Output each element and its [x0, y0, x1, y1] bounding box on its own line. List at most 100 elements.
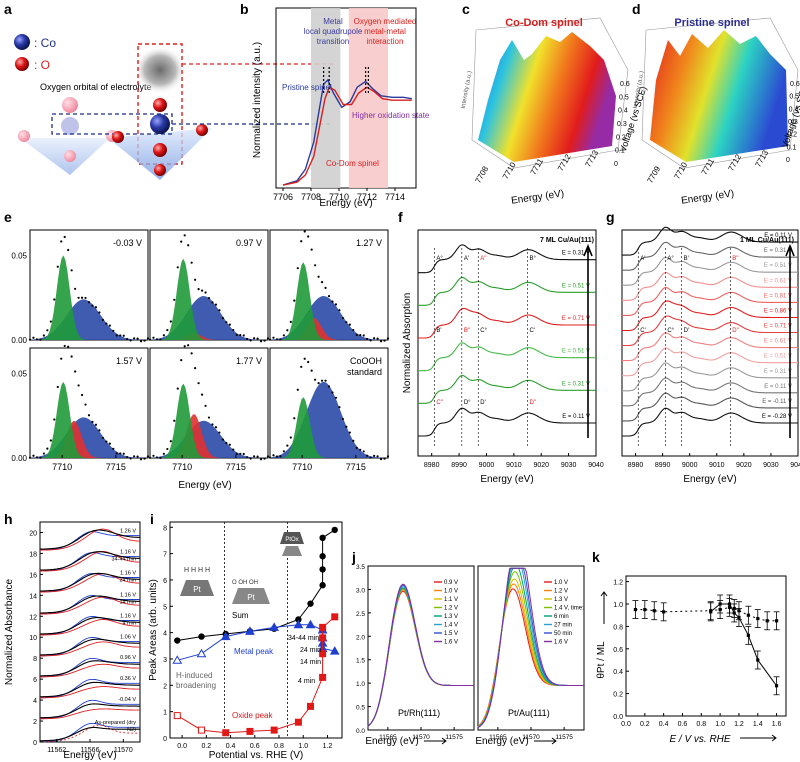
k-x-tick-label: 0.4	[659, 721, 669, 728]
h-x-tick-label: 11566	[81, 747, 100, 754]
h-total-spectrum	[40, 595, 140, 614]
e-data-point	[317, 275, 320, 278]
xas-series-label: E = -0.28 V	[762, 414, 792, 420]
i-time-label-3: 14 min	[300, 659, 321, 666]
j-x-label-1: Energy (eV)	[365, 736, 418, 747]
g-plot-frame	[621, 229, 799, 457]
c-x-tick-label: 7711	[529, 157, 546, 177]
k-y-arrow-icon	[600, 591, 608, 624]
h-x-label: Energy (eV)	[63, 750, 116, 761]
co-atom	[150, 114, 170, 134]
e-data-point	[112, 447, 115, 450]
e-data-point	[155, 338, 159, 341]
k-y-tick-label: 0.0	[613, 714, 623, 721]
h-red-fit	[40, 663, 141, 678]
e-data-point	[225, 441, 228, 445]
e-data-point	[173, 419, 176, 422]
oxygen-orbital-caption: Oxygen orbital of electrolyte	[40, 82, 152, 92]
e-x-tick-label: 7715	[346, 462, 366, 472]
i-x-tick-label: 0.4	[226, 743, 236, 750]
e-data-point	[324, 286, 327, 289]
h-red-fit	[40, 708, 140, 720]
k-x-tick-label: 1.4	[753, 721, 763, 728]
e-subplot-label: 1.77 V	[236, 356, 262, 366]
e-data-point	[112, 329, 115, 332]
h-x-ticks: 11562 11566 11570	[47, 739, 133, 754]
k-data-point	[737, 615, 741, 620]
e-data-point	[190, 261, 193, 264]
e-data-point	[162, 334, 165, 337]
xas-direction-arrow-icon	[785, 243, 795, 438]
c-z-tick-label: 0.5	[619, 94, 629, 101]
xas-series-label: E = -0.11 V	[762, 399, 792, 405]
c-z-tick-label: 0.2	[616, 134, 626, 141]
e-data-point	[268, 456, 272, 459]
e-data-point	[253, 455, 256, 458]
e-data-point	[366, 454, 369, 457]
i-time-label-4: 4 min	[298, 678, 315, 685]
xas-peak-label: D°	[464, 400, 471, 406]
panel-k-coverage: 0.0 0.2 0.4 0.6 0.8 1.0 1.2 1.4 1.6 0.0 0.2 0.4 0.6…	[596, 575, 787, 745]
e-data-point	[143, 457, 146, 460]
oxygen-orbital-cloud	[134, 46, 186, 94]
d-z-tick-label: 0.6	[790, 81, 800, 88]
i-h-broadening-line2: broadening	[176, 681, 216, 690]
xas-peak-label: D'	[480, 400, 485, 406]
i-pt-cluster-h: Pt H H H H	[180, 567, 214, 596]
e-x-tick-label: 7710	[292, 462, 312, 472]
e-data-point	[87, 414, 91, 417]
xas-series-label: E = 0.31 V	[764, 369, 792, 375]
e-data-point	[148, 456, 152, 459]
panel-letter-i: i	[150, 511, 154, 527]
c-z-tick-label: 0.6	[620, 81, 630, 88]
j-spectrum-line	[367, 590, 474, 727]
e-data-point	[218, 309, 221, 312]
e-subplot: 0.97 V	[148, 229, 270, 343]
xas-series-line	[622, 256, 798, 286]
j-y-tick-label: 2.5	[356, 611, 365, 618]
g-title: 1 ML Cu/Au(111)	[740, 237, 794, 244]
xas-peak-label: B°	[530, 256, 537, 262]
xas-series-line	[622, 286, 798, 316]
e-data-point	[180, 359, 183, 362]
h-total-spectrum	[39, 703, 140, 719]
xas-x-tick-label: 9010	[709, 462, 725, 469]
c-x-tick-label: 7710	[501, 160, 518, 180]
e-data-point	[204, 404, 207, 407]
k-x-label: E / V vs. RHE	[669, 734, 730, 745]
b-series-line-1	[282, 78, 412, 186]
b-x-label: Energy (eV)	[319, 198, 372, 209]
c-z-tick-label: 0.1	[615, 148, 625, 155]
e-subplot: 1.27 V	[268, 229, 390, 343]
h-spectrum-label: 0.36 V	[120, 676, 136, 682]
e-data-point	[242, 452, 245, 456]
e-data-point	[239, 334, 242, 337]
e-subplot: -0.03 V 0.05 0.00	[11, 229, 150, 345]
e-data-point	[56, 385, 59, 389]
h-y-tick-label: 20	[29, 530, 37, 537]
e-data-point	[49, 439, 52, 442]
panel-c-surface: Co-Dom spinel 7708 7710 7711 7712 7713 Energ…	[461, 17, 649, 207]
i-x-ticks: 0.0 0.2 0.4 0.6 0.8 1.0 1.2	[177, 735, 332, 750]
e-green-component	[150, 258, 268, 340]
h-total-spectrum	[40, 726, 140, 742]
panel-letter-h: h	[4, 511, 13, 527]
e-data-point	[355, 446, 358, 449]
e-data-point	[67, 248, 70, 252]
e-data-point	[146, 455, 150, 458]
e-data-point	[379, 340, 383, 343]
h-total-spectrum	[40, 572, 140, 592]
xas-x-tick-label: 9000	[479, 462, 495, 469]
xas-x-tick-label: 8990	[451, 462, 467, 469]
e-data-point	[119, 452, 122, 455]
e-blue-component	[30, 299, 148, 340]
e-data-point	[155, 456, 159, 459]
c-surface-mesh	[478, 32, 616, 162]
e-data-point	[331, 300, 334, 303]
e-data-point	[341, 316, 344, 320]
e-data-point	[98, 429, 101, 432]
f-y-label: Normalized Absorption	[402, 293, 413, 394]
h-red-fit	[40, 596, 140, 615]
xas-series-label: E = 0.31 V	[764, 248, 792, 254]
